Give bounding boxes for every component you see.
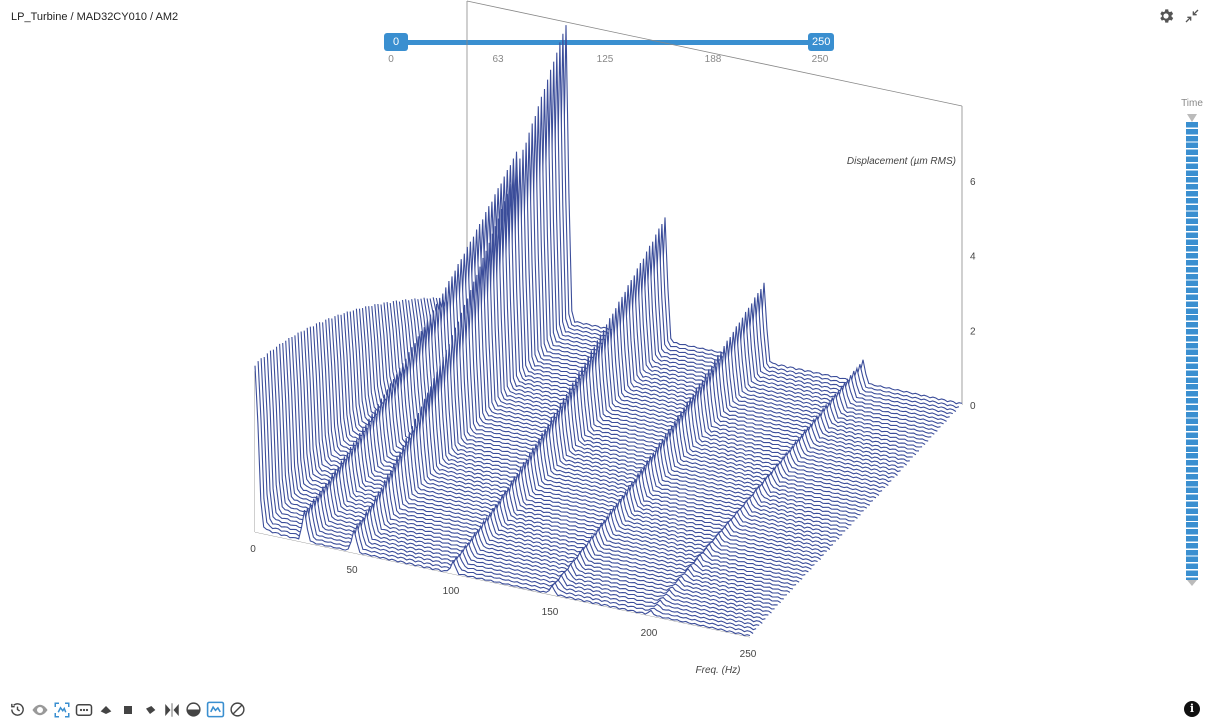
spectrum-trace xyxy=(269,350,766,620)
top-toolbar xyxy=(1156,6,1202,26)
x-tick-label: 200 xyxy=(641,628,658,639)
trace-fill xyxy=(319,322,815,567)
trace-fill xyxy=(322,322,818,563)
time-top-handle[interactable] xyxy=(1187,114,1197,122)
trace-fill xyxy=(301,331,797,587)
mirror-icon[interactable] xyxy=(162,700,181,719)
trace-fill xyxy=(313,326,809,574)
spectrum-trace xyxy=(257,361,754,634)
z-tick-label: 2 xyxy=(970,326,976,337)
axis-labels: 0 50 100 150 200 250 0 2 4 6 Freq. (Hz) Displacemen… xyxy=(250,156,976,676)
x-tick-label: 150 xyxy=(542,607,559,618)
eye-icon[interactable] xyxy=(30,700,49,719)
x-tick-label: 100 xyxy=(443,586,460,597)
breadcrumb: LP_Turbine / MAD32CY010 / AM2 xyxy=(11,11,179,23)
spectrum-trace xyxy=(260,358,757,631)
trace-fill xyxy=(433,123,929,442)
range-track xyxy=(391,40,820,45)
time-slider-track[interactable] xyxy=(1186,122,1198,580)
frequency-range-slider[interactable]: 0 250 0 63 125 188 250 xyxy=(384,33,835,73)
range-max-handle[interactable]: 250 xyxy=(808,33,835,51)
time-slider-label: Time xyxy=(1181,98,1203,109)
time-bottom-handle[interactable] xyxy=(1187,580,1197,586)
back-top-edge xyxy=(466,0,963,107)
front-view-icon[interactable] xyxy=(96,700,115,719)
trace-fill xyxy=(325,319,821,560)
x-tick-label: 250 xyxy=(740,649,757,660)
trace-fill xyxy=(307,327,803,580)
z-axis-title: Displacement (µm RMS) xyxy=(847,156,956,167)
z-tick-label: 0 xyxy=(970,401,976,412)
range-tick: 188 xyxy=(704,54,722,65)
trace-fill xyxy=(316,323,812,570)
frame-icon[interactable] xyxy=(206,700,225,719)
spectrum-trace xyxy=(254,365,751,637)
trace-fill xyxy=(310,326,806,577)
range-tick: 125 xyxy=(596,54,614,65)
z-tick-label: 4 xyxy=(970,252,976,263)
half-circle-icon[interactable] xyxy=(184,700,203,719)
info-icon[interactable]: i xyxy=(1184,701,1200,717)
trace-fill xyxy=(282,343,778,607)
gear-icon[interactable] xyxy=(1156,6,1176,26)
more-icon[interactable] xyxy=(74,700,93,719)
side-view-icon[interactable] xyxy=(118,700,137,719)
collapse-icon[interactable] xyxy=(1182,6,1202,26)
z-tick-label: 6 xyxy=(970,177,976,188)
fit-view-icon[interactable] xyxy=(52,700,71,719)
x-axis-title: Freq. (Hz) xyxy=(696,665,741,676)
trace-fill xyxy=(304,330,800,584)
trace-fill xyxy=(279,343,775,611)
history-icon[interactable] xyxy=(8,700,27,719)
time-slider[interactable]: Time xyxy=(1180,98,1204,590)
range-tick: 250 xyxy=(811,54,829,65)
range-min-handle[interactable]: 0 xyxy=(384,33,408,51)
spectrum-trace xyxy=(263,356,760,627)
range-tick: 63 xyxy=(492,54,504,65)
top-view-icon[interactable] xyxy=(140,700,159,719)
spectrum-trace xyxy=(266,353,763,624)
spectrum-traces xyxy=(254,25,963,637)
range-tick: 0 xyxy=(388,54,394,65)
bottom-toolbar xyxy=(8,700,247,719)
x-tick-label: 50 xyxy=(346,565,358,576)
disable-icon[interactable] xyxy=(228,700,247,719)
x-tick-label: 0 xyxy=(250,544,256,555)
